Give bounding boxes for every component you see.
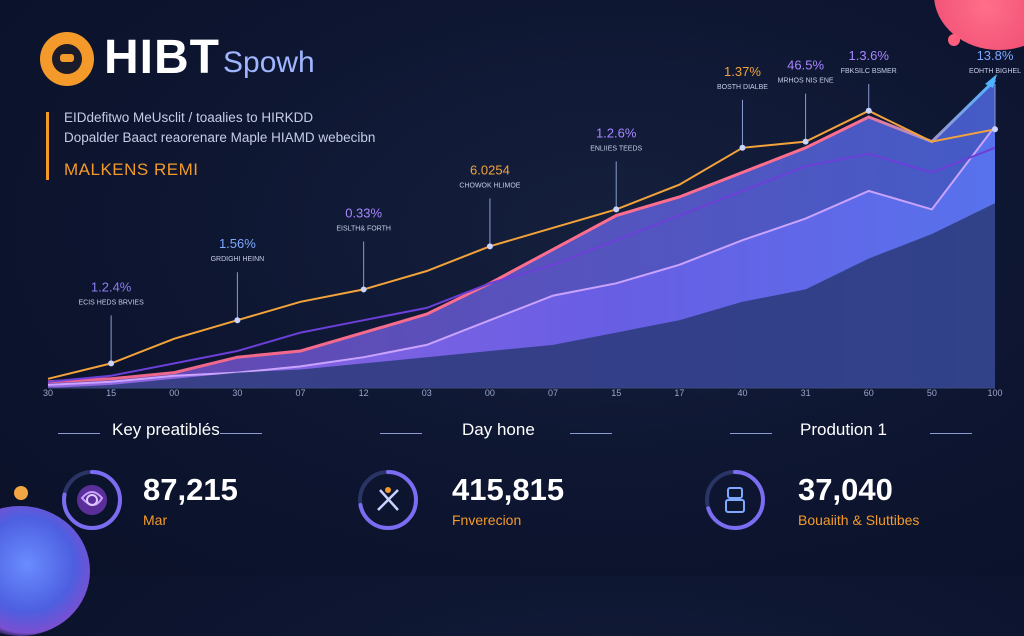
stat-label: Fnverecion xyxy=(452,512,522,528)
robot-icon xyxy=(725,487,745,513)
stat-ring xyxy=(703,468,767,532)
x-tick-label: 60 xyxy=(864,388,874,398)
section-rule-right xyxy=(930,433,972,434)
annotation-caption: EISLTH& FORTH xyxy=(336,225,391,232)
annotation-caption: ECIS HEDS BRVIES xyxy=(79,299,145,306)
annotation-marker xyxy=(865,107,872,114)
annotation-value: 1.2.4% xyxy=(91,279,132,294)
brand-logo xyxy=(40,32,94,86)
annotation-value: 1.37% xyxy=(724,64,761,79)
x-tick-label: 12 xyxy=(359,388,369,398)
annotation-marker xyxy=(992,126,998,133)
x-tick-label: 100 xyxy=(987,388,1002,398)
x-tick-label: 00 xyxy=(169,388,179,398)
description-line-3: MALKENS REMI xyxy=(64,160,199,179)
section-rule-left xyxy=(58,433,100,434)
stat-value: 37,040 xyxy=(798,472,893,507)
section-rule-left xyxy=(730,433,772,434)
line-series-1 xyxy=(47,109,996,380)
stat-ring xyxy=(60,468,124,532)
stat-label: Mar xyxy=(143,512,168,528)
progress-ring xyxy=(358,470,418,530)
brand-title: HIBT xyxy=(104,31,220,84)
decorative-dot xyxy=(14,486,28,500)
x-tick-label: 00 xyxy=(485,388,495,398)
x-tick-label: 17 xyxy=(674,388,684,398)
annotation-caption: CHOWOK HLIMOE xyxy=(459,182,520,189)
stat-heading: Prodution 1 xyxy=(800,420,887,439)
annotation-caption: FBKSILC BSMER xyxy=(841,68,897,75)
annotation-value: 0.33% xyxy=(345,205,382,220)
x-tick-label: 03 xyxy=(422,388,432,398)
x-tick-label: 31 xyxy=(801,388,811,398)
annotation-caption: EOHTH BIGHEL xyxy=(969,68,1021,75)
annotation-value: 13.8% xyxy=(977,48,1014,63)
annotation-value: 1.3.6% xyxy=(848,48,889,63)
annotation-marker xyxy=(108,360,115,367)
rose-icon xyxy=(77,485,107,515)
annotation-marker xyxy=(486,243,493,250)
annotation-value: 1.2.6% xyxy=(596,125,637,140)
annotation-marker xyxy=(360,286,367,293)
stat-value: 415,815 xyxy=(452,472,565,507)
annotation-caption: MRHOS NIS ENE xyxy=(778,78,834,85)
progress-ring xyxy=(62,470,122,530)
annotation-value: 6.0254 xyxy=(470,162,510,177)
annotation-value: 46.5% xyxy=(787,58,824,73)
area-series-front xyxy=(48,203,995,388)
annotation-marker xyxy=(739,144,746,151)
stat-ring xyxy=(356,468,420,532)
stat-label: Bouaiith & Sluttibes xyxy=(798,512,920,528)
tools-icon xyxy=(377,487,399,511)
trend-arrow-head xyxy=(985,74,997,88)
annotation-marker xyxy=(802,138,809,145)
section-rule-right xyxy=(220,433,262,434)
annotation-marker xyxy=(234,317,241,324)
annotation-caption: BOSTH DIALBE xyxy=(717,84,768,91)
area-series-back-edge xyxy=(47,78,997,384)
x-tick-label: 07 xyxy=(548,388,558,398)
annotation-marker xyxy=(613,206,620,213)
annotation-caption: ENLIIES TEEDS xyxy=(590,145,642,152)
x-tick-label: 30 xyxy=(232,388,242,398)
progress-ring xyxy=(705,470,765,530)
annotation-value: 1.56% xyxy=(219,236,256,251)
area-series-main-edge xyxy=(47,125,996,386)
x-tick-label: 15 xyxy=(611,388,621,398)
decorative-dot xyxy=(948,34,960,46)
x-tick-label: 30 xyxy=(43,388,53,398)
section-rule-left xyxy=(380,433,422,434)
stat-heading: Key preatiblés xyxy=(112,420,220,439)
stat-heading: Day hone xyxy=(462,420,535,439)
description-accent-bar xyxy=(46,112,49,180)
x-tick-label: 15 xyxy=(106,388,116,398)
x-tick-label: 07 xyxy=(296,388,306,398)
brand-subtitle: Spowh xyxy=(223,46,315,79)
stat-value: 87,215 xyxy=(143,472,238,507)
annotation-caption: GRDIGHI HEINN xyxy=(211,256,265,263)
area-chart: 30 15 00 30 07 12 03 00 07 15 17 40 31 60 50 100 1.2.4% E… xyxy=(43,48,1021,398)
x-tick-label: 50 xyxy=(927,388,937,398)
description-line-1: EIDdefitwo MeUsclit / toaalies to HIRKDD xyxy=(64,110,314,125)
x-tick-label: 40 xyxy=(737,388,747,398)
line-series-2 xyxy=(47,146,996,383)
description-line-2: Dopalder Baact reaorenare Maple HIAMD we… xyxy=(64,130,376,145)
section-rule-right xyxy=(570,433,612,434)
